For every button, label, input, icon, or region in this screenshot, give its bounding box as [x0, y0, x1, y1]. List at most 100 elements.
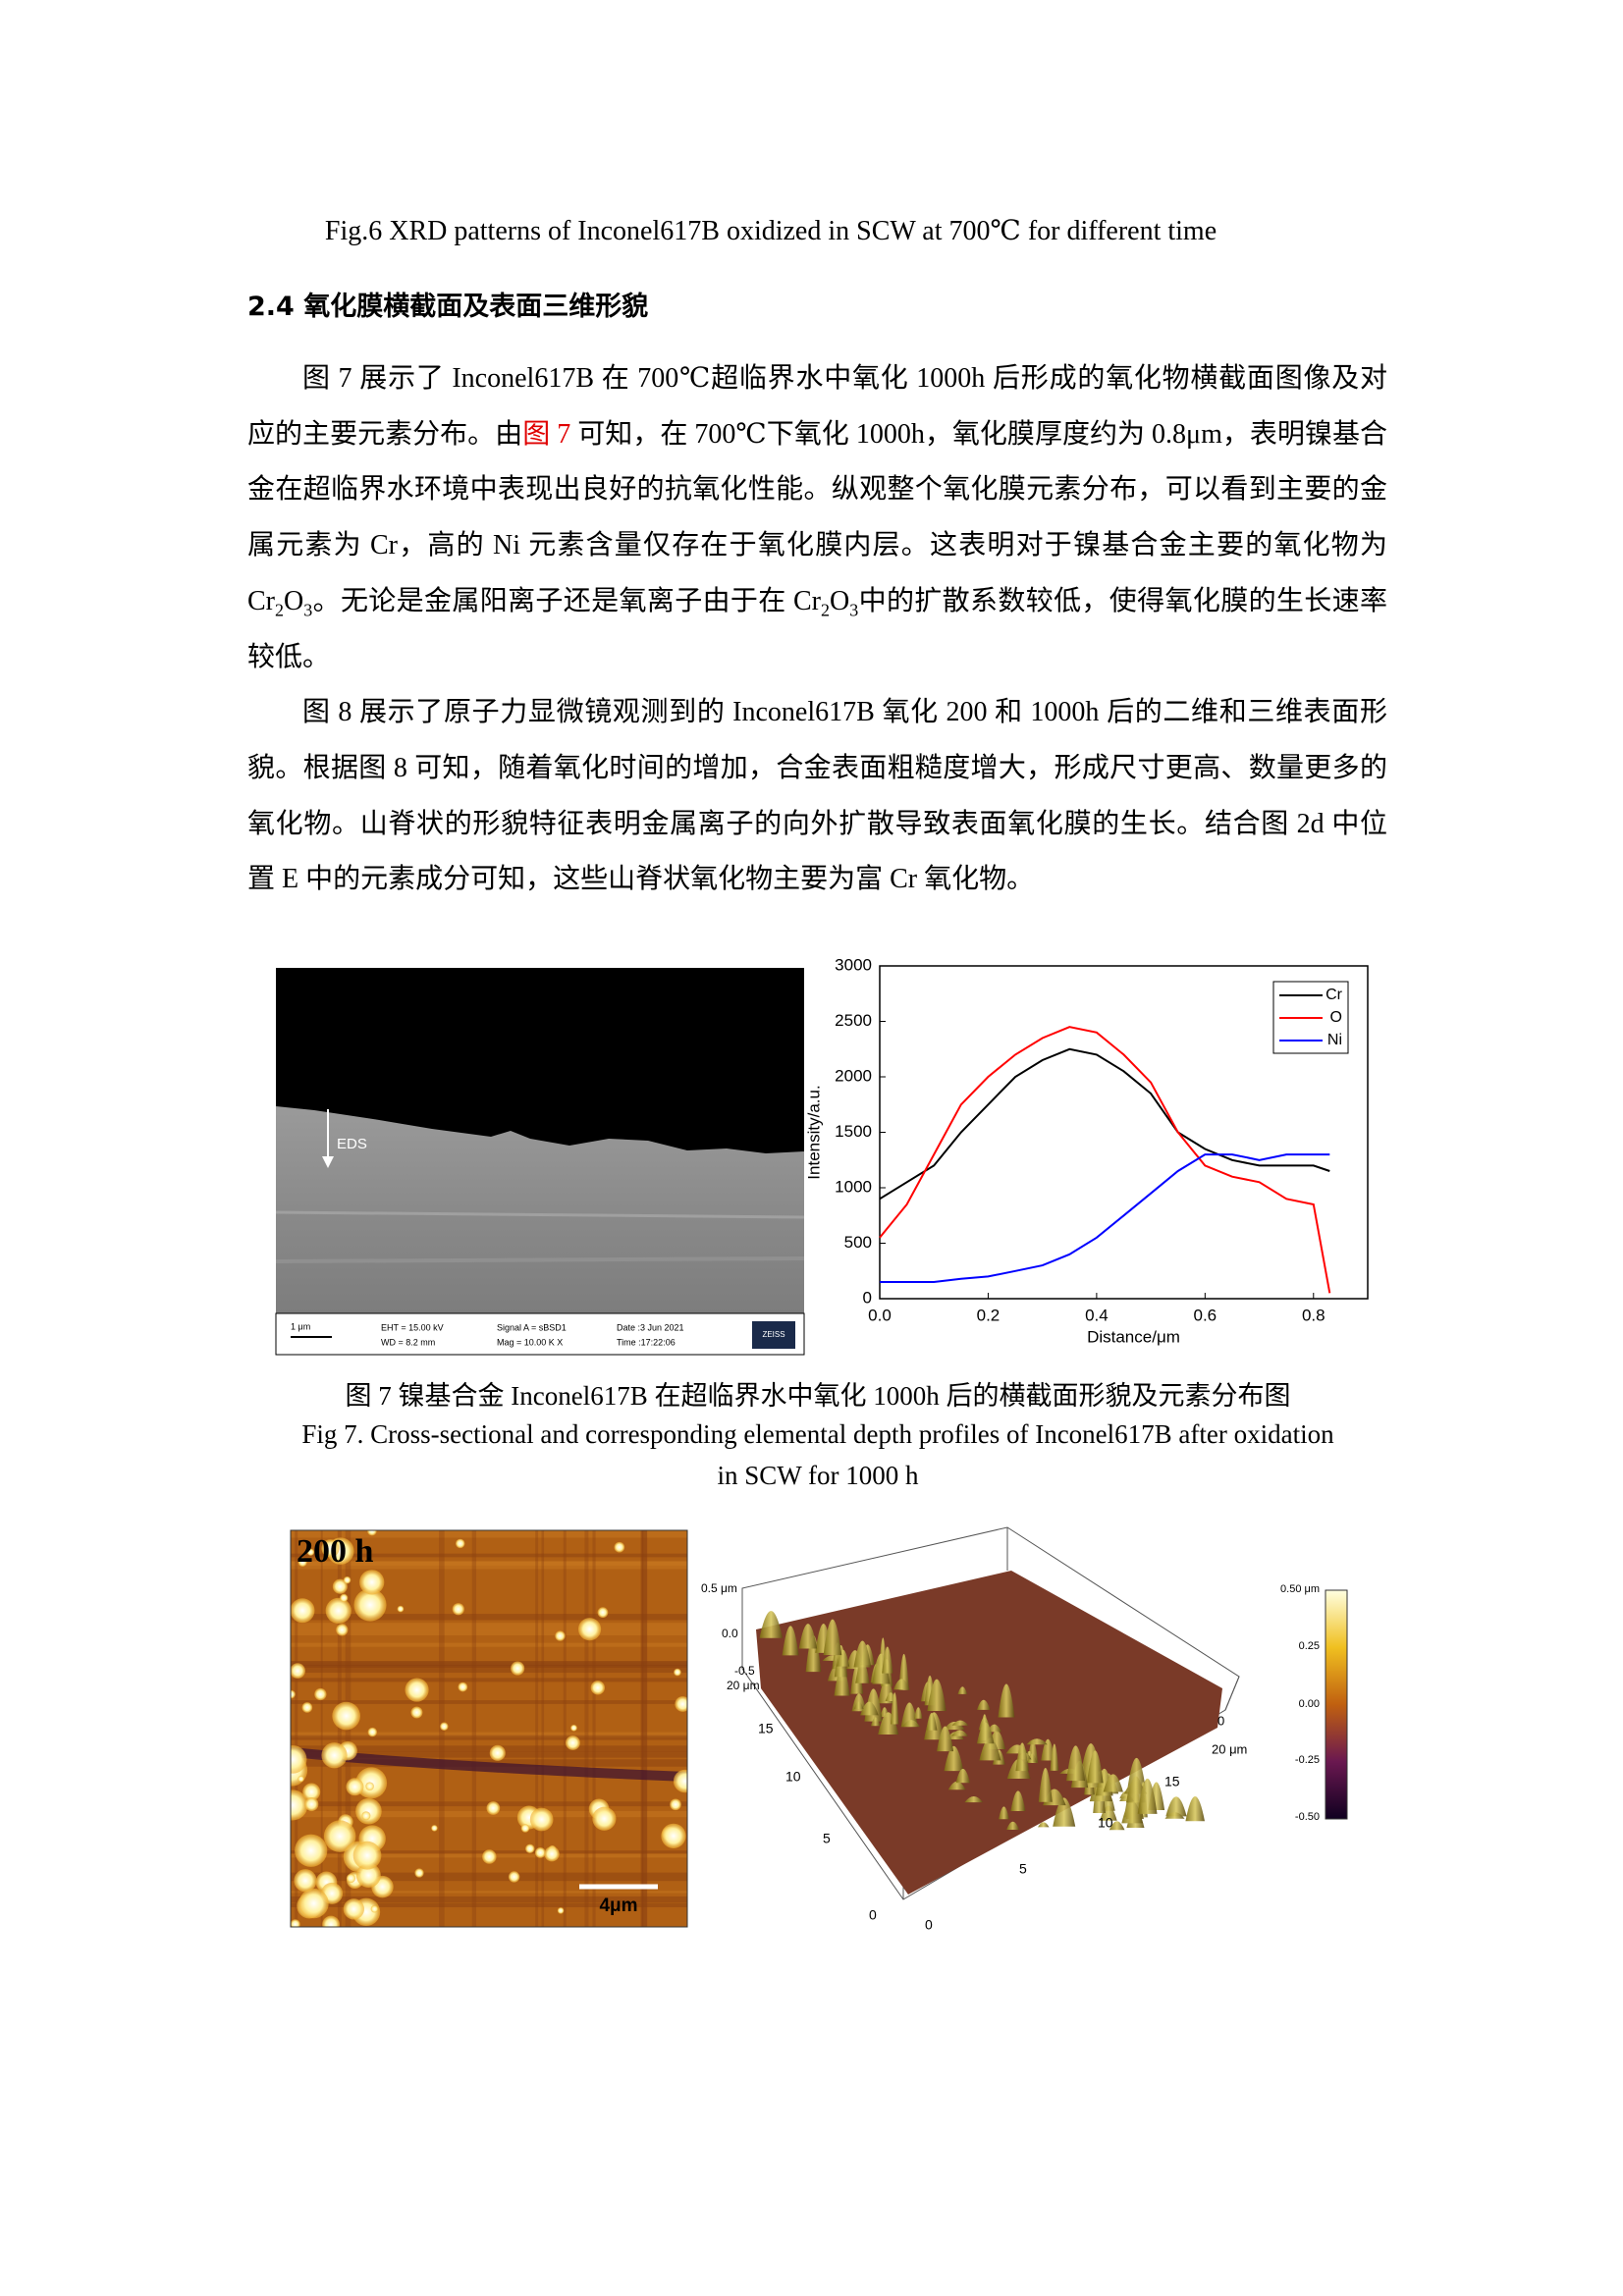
x-tick-label: 0.8: [1302, 1306, 1325, 1324]
afm-streak: [291, 1629, 687, 1635]
colorbar: [1325, 1589, 1348, 1820]
afm-grain: [298, 1557, 307, 1567]
y-tick-label: 3000: [835, 955, 872, 974]
afm-streak: [640, 1530, 644, 1927]
afm-peak: [951, 1720, 969, 1726]
eds-label: EDS: [337, 1136, 367, 1152]
axis-label: 10: [1098, 1815, 1113, 1831]
x-tick-label: 0.2: [977, 1306, 1001, 1324]
afm-streak: [291, 1891, 687, 1894]
afm-streak: [291, 1561, 687, 1570]
afm-streak: [291, 1745, 687, 1752]
afm-grain: [294, 1869, 317, 1893]
afm-grain: [365, 1782, 374, 1791]
afm-grain: [440, 1722, 449, 1731]
afm-grain: [544, 1845, 560, 1862]
x-axis-title: Distance/μm: [1087, 1327, 1180, 1346]
afm-grain: [410, 1706, 423, 1719]
afm-grain: [361, 1811, 371, 1821]
afm-streak: [291, 1878, 687, 1882]
afm-grain: [590, 1681, 605, 1695]
afm-peak: [1137, 1778, 1158, 1814]
afm-peak: [976, 1722, 995, 1744]
afm-grain: [414, 1868, 424, 1878]
text-run: 。无论是金属阳离子还是氧离子由于在 Cr: [312, 585, 821, 616]
afm-grain: [520, 1824, 530, 1833]
afm-grain: [367, 1530, 377, 1536]
afm-grain: [291, 1919, 300, 1927]
afm-grain: [314, 1687, 327, 1701]
afm-peak: [1164, 1812, 1185, 1819]
afm-peak: [1015, 1742, 1029, 1772]
z-axis-label: -0.5: [734, 1664, 755, 1678]
y-tick-label: 2500: [835, 1011, 872, 1030]
sem-texture: [275, 1210, 805, 1219]
text-run: O: [284, 585, 304, 616]
colorbar-label: 0.25: [1299, 1640, 1320, 1652]
afm-peak: [998, 1683, 1015, 1718]
sem-footer: [275, 1312, 805, 1356]
afm-2d: 200 h 4μm: [290, 1529, 688, 1928]
axis-label: 5: [823, 1831, 831, 1846]
afm-grain: [456, 1538, 465, 1549]
afm-peak: [1050, 1743, 1059, 1771]
afm-streak: [291, 1530, 687, 1538]
afm-peak: [964, 1796, 984, 1803]
afm-streak: [471, 1530, 477, 1927]
afm-streak: [291, 1661, 687, 1666]
afm-grain: [323, 1820, 356, 1852]
afm-grain: [302, 1783, 321, 1801]
afm-grain: [525, 1843, 535, 1854]
afm-peak: [759, 1611, 784, 1638]
y-tick-label: 1000: [835, 1177, 872, 1196]
y-axis-title: Intensity/a.u.: [804, 1085, 823, 1179]
afm-peak: [1165, 1796, 1187, 1817]
figure-caption: Fig.6 XRD patterns of Inconel617B oxidiz…: [324, 216, 1217, 246]
afm-peak: [1010, 1790, 1026, 1812]
afm-streak: [291, 1678, 687, 1682]
afm-grain: [336, 1624, 349, 1636]
afm-grain: [577, 1618, 602, 1641]
afm-peak: [1026, 1738, 1048, 1745]
afm-streak: [295, 1530, 298, 1927]
afm-streak: [291, 1732, 687, 1737]
afm-grain: [353, 1588, 387, 1622]
sem-image: EDS 1 μm EHT = 15.00 kV WD = 8.2 mm Sign…: [275, 968, 805, 1356]
afm-grain: [332, 1701, 360, 1731]
subscript: 2: [821, 600, 830, 620]
x-tick-label: 0.4: [1085, 1306, 1109, 1324]
afm-grain: [511, 1661, 525, 1676]
afm-peak: [870, 1717, 881, 1727]
afm-grain: [340, 1593, 349, 1602]
afm-grain: [325, 1597, 352, 1625]
sem-info: Time :17:22:06: [617, 1337, 676, 1347]
afm-grain: [304, 1796, 319, 1812]
afm-grain: [534, 1846, 546, 1858]
afm-streak: [291, 1667, 687, 1674]
subscript: 3: [849, 600, 859, 620]
afm-peak: [860, 1701, 879, 1716]
y-tick-label: 0: [863, 1288, 872, 1307]
afm-streak: [535, 1530, 539, 1927]
afm-streak: [291, 1810, 687, 1818]
subscript: 3: [303, 600, 313, 620]
figure-caption-en: in SCW for 1000 h: [717, 1461, 919, 1490]
afm-peak: [914, 1707, 923, 1719]
afm-streak: [592, 1530, 596, 1927]
afm-peak: [853, 1640, 872, 1668]
afm-peaks: [759, 1611, 1205, 1831]
afm-grain: [592, 1806, 617, 1831]
afm-grain: [355, 1862, 381, 1888]
axis-label: 0: [869, 1907, 877, 1923]
figure-reference[interactable]: 图 7: [522, 418, 571, 450]
afm-grain: [321, 1539, 340, 1558]
afm-streak: [291, 1700, 687, 1704]
x-tick-label: 0.0: [868, 1306, 892, 1324]
afm-streak: [563, 1530, 567, 1927]
afm-peak: [1109, 1821, 1125, 1831]
text-run: 中的扩散系数较低，使得氧化膜的生长速率较低。: [247, 585, 1387, 672]
series-line: [879, 1026, 1331, 1294]
afm-grain: [482, 1849, 497, 1864]
legend-label: O: [1330, 1009, 1342, 1026]
afm-grain: [346, 1873, 356, 1884]
